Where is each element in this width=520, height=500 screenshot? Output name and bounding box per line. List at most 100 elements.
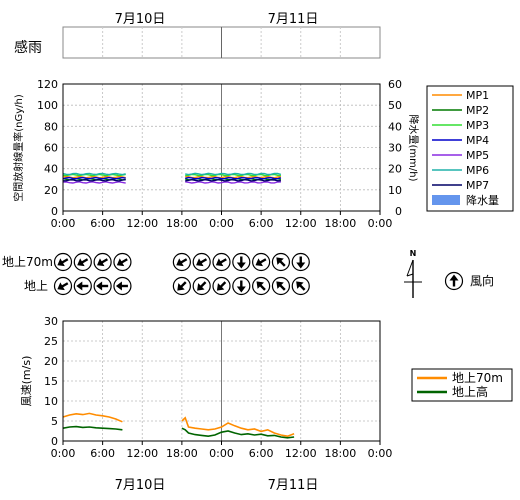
wind-arrow-glyph: [449, 274, 459, 287]
wind-arrow-head: [296, 281, 304, 289]
date-label-day2-top: 7月11日: [268, 12, 319, 27]
wind-arrow-glyph: [77, 258, 89, 267]
wind-arrow-icon: [271, 252, 291, 272]
wind-arrow-icon: [93, 276, 112, 296]
wind-ytick-left: 0: [51, 435, 58, 448]
radiation-series-line: [185, 173, 281, 177]
wind-arrow-glyph: [176, 258, 188, 267]
radiation-series-line: [62, 176, 126, 180]
wind-arrow-icon: [212, 252, 231, 272]
legend-label: MP7: [466, 179, 489, 192]
wind-arrow-glyph: [177, 281, 187, 291]
rain-sense-label: 感雨: [14, 39, 42, 56]
wind-axes: 0 5 10 15 20 25 30 0:00 6:00 12:00 18:00 0:00 6:00 12…: [44, 315, 392, 460]
wind-arrow-icon: [113, 252, 132, 272]
wind-ytick-left: 10: [44, 395, 58, 408]
wind-arrow-head: [256, 281, 264, 289]
wind-legend-label: 地上高: [452, 384, 488, 399]
radiation-series-line: [185, 181, 281, 184]
wind-arrow-glyph: [116, 258, 128, 267]
radiation-legend-box: [426, 85, 514, 212]
wind-arrow-head: [255, 258, 263, 267]
radiation-xtick-label: 12:00: [126, 217, 158, 230]
wind-arrow-head: [196, 258, 204, 267]
legend-label: MP4: [466, 134, 489, 147]
wind-legend-label: 地上70m: [452, 371, 503, 385]
wind-arrow-head: [449, 274, 459, 281]
wind-arrow-head: [197, 283, 205, 291]
rain-sense-strip: [62, 26, 381, 59]
wind-arrow-head: [77, 258, 85, 267]
wind-arrow-glyph: [57, 258, 69, 267]
radiation-xtick-label: 0:00: [209, 217, 234, 230]
wind-arrow-glyph: [236, 280, 246, 293]
wind-row-label-lower: 地上: [24, 279, 48, 293]
wind-arrow-glyph: [76, 281, 89, 291]
wind-xtick-label: 6:00: [90, 447, 115, 460]
radiation-ytick-right: 50: [388, 99, 402, 112]
compass-north-label: N: [410, 249, 417, 258]
compass-icon: N: [404, 249, 422, 298]
radiation-xtick-label: 12:00: [285, 217, 317, 230]
wind-arrow-glyph: [196, 258, 208, 267]
radiation-grid: [63, 83, 380, 212]
radiation-ytick-right: 10: [388, 184, 402, 197]
radiation-series-line: [62, 181, 126, 184]
radiation-ytick-left: 100: [37, 99, 58, 112]
wind-arrow-icon: [212, 276, 231, 296]
wind-arrow-head: [236, 262, 246, 269]
radiation-ytick-right: 0: [395, 205, 402, 218]
radiation-ytick-right: 60: [388, 78, 402, 91]
radiation-ylabel-right: 降水量(mm/h): [407, 115, 420, 182]
wind-arrow-icon: [172, 276, 191, 296]
wind-ytick-left: 30: [44, 315, 58, 328]
wind-ytick-left: 25: [44, 335, 58, 348]
legend-label: 降水量: [466, 193, 499, 207]
radiation-ytick-left: 60: [44, 142, 58, 155]
radiation-xtick-label: 0:00: [51, 217, 76, 230]
wind-arrow-icon: [93, 252, 112, 272]
wind-arrow-head: [276, 281, 284, 289]
radiation-xtick-label: 6:00: [249, 217, 274, 230]
radiation-xtick-label: 0:00: [368, 217, 393, 230]
wind-arrow-head: [96, 258, 105, 267]
wind-xtick-label: 0:00: [209, 447, 234, 460]
wind-arrow-icon: [53, 276, 73, 296]
wind-arrow-icon: [232, 252, 251, 272]
wind-arrow-head: [57, 258, 65, 267]
wind-arrow-glyph: [296, 256, 306, 269]
wind-arrow-glyph: [255, 258, 267, 267]
legend-label: MP5: [466, 149, 489, 162]
radiation-xtick-label: 6:00: [90, 217, 115, 230]
radiation-ytick-left: 40: [44, 163, 58, 176]
wind-arrow-head: [296, 262, 306, 269]
radiation-frame: [62, 83, 381, 212]
wind-arrow-glyph: [276, 281, 286, 291]
wind-arrow-icon: [53, 252, 73, 272]
wind-xtick-label: 0:00: [51, 447, 76, 460]
wind-arrow-icon: [252, 276, 271, 296]
wind-arrow-glyph: [296, 281, 306, 291]
wind-row-label-upper: 地上70m: [2, 255, 53, 269]
wind-arrow-glyph: [276, 257, 286, 267]
radiation-series: [62, 172, 282, 184]
wind-series-line: [62, 425, 123, 431]
wind-arrow-glyph: [216, 281, 227, 291]
wind-arrow-glyph: [256, 281, 266, 291]
wind-arrow-icon: [192, 276, 211, 296]
date-label-day2-bottom: 7月11日: [268, 478, 319, 493]
wind-xtick-label: 0:00: [368, 447, 393, 460]
wind-arrow-icon: [291, 276, 310, 296]
wind-xtick-label: 12:00: [126, 447, 158, 460]
wind-ytick-left: 20: [44, 355, 58, 368]
wind-xtick-label: 18:00: [166, 447, 198, 460]
wind-arrow-icon: [73, 252, 92, 272]
wind-arrow-head: [215, 258, 224, 267]
wind-arrow-glyph: [57, 282, 69, 291]
wind-frame: [62, 320, 381, 442]
legend-label: MP2: [466, 104, 489, 117]
wind-arrow-head: [236, 286, 246, 293]
wind-arrow-icon: [252, 252, 271, 272]
wind-xtick-label: 6:00: [249, 447, 274, 460]
